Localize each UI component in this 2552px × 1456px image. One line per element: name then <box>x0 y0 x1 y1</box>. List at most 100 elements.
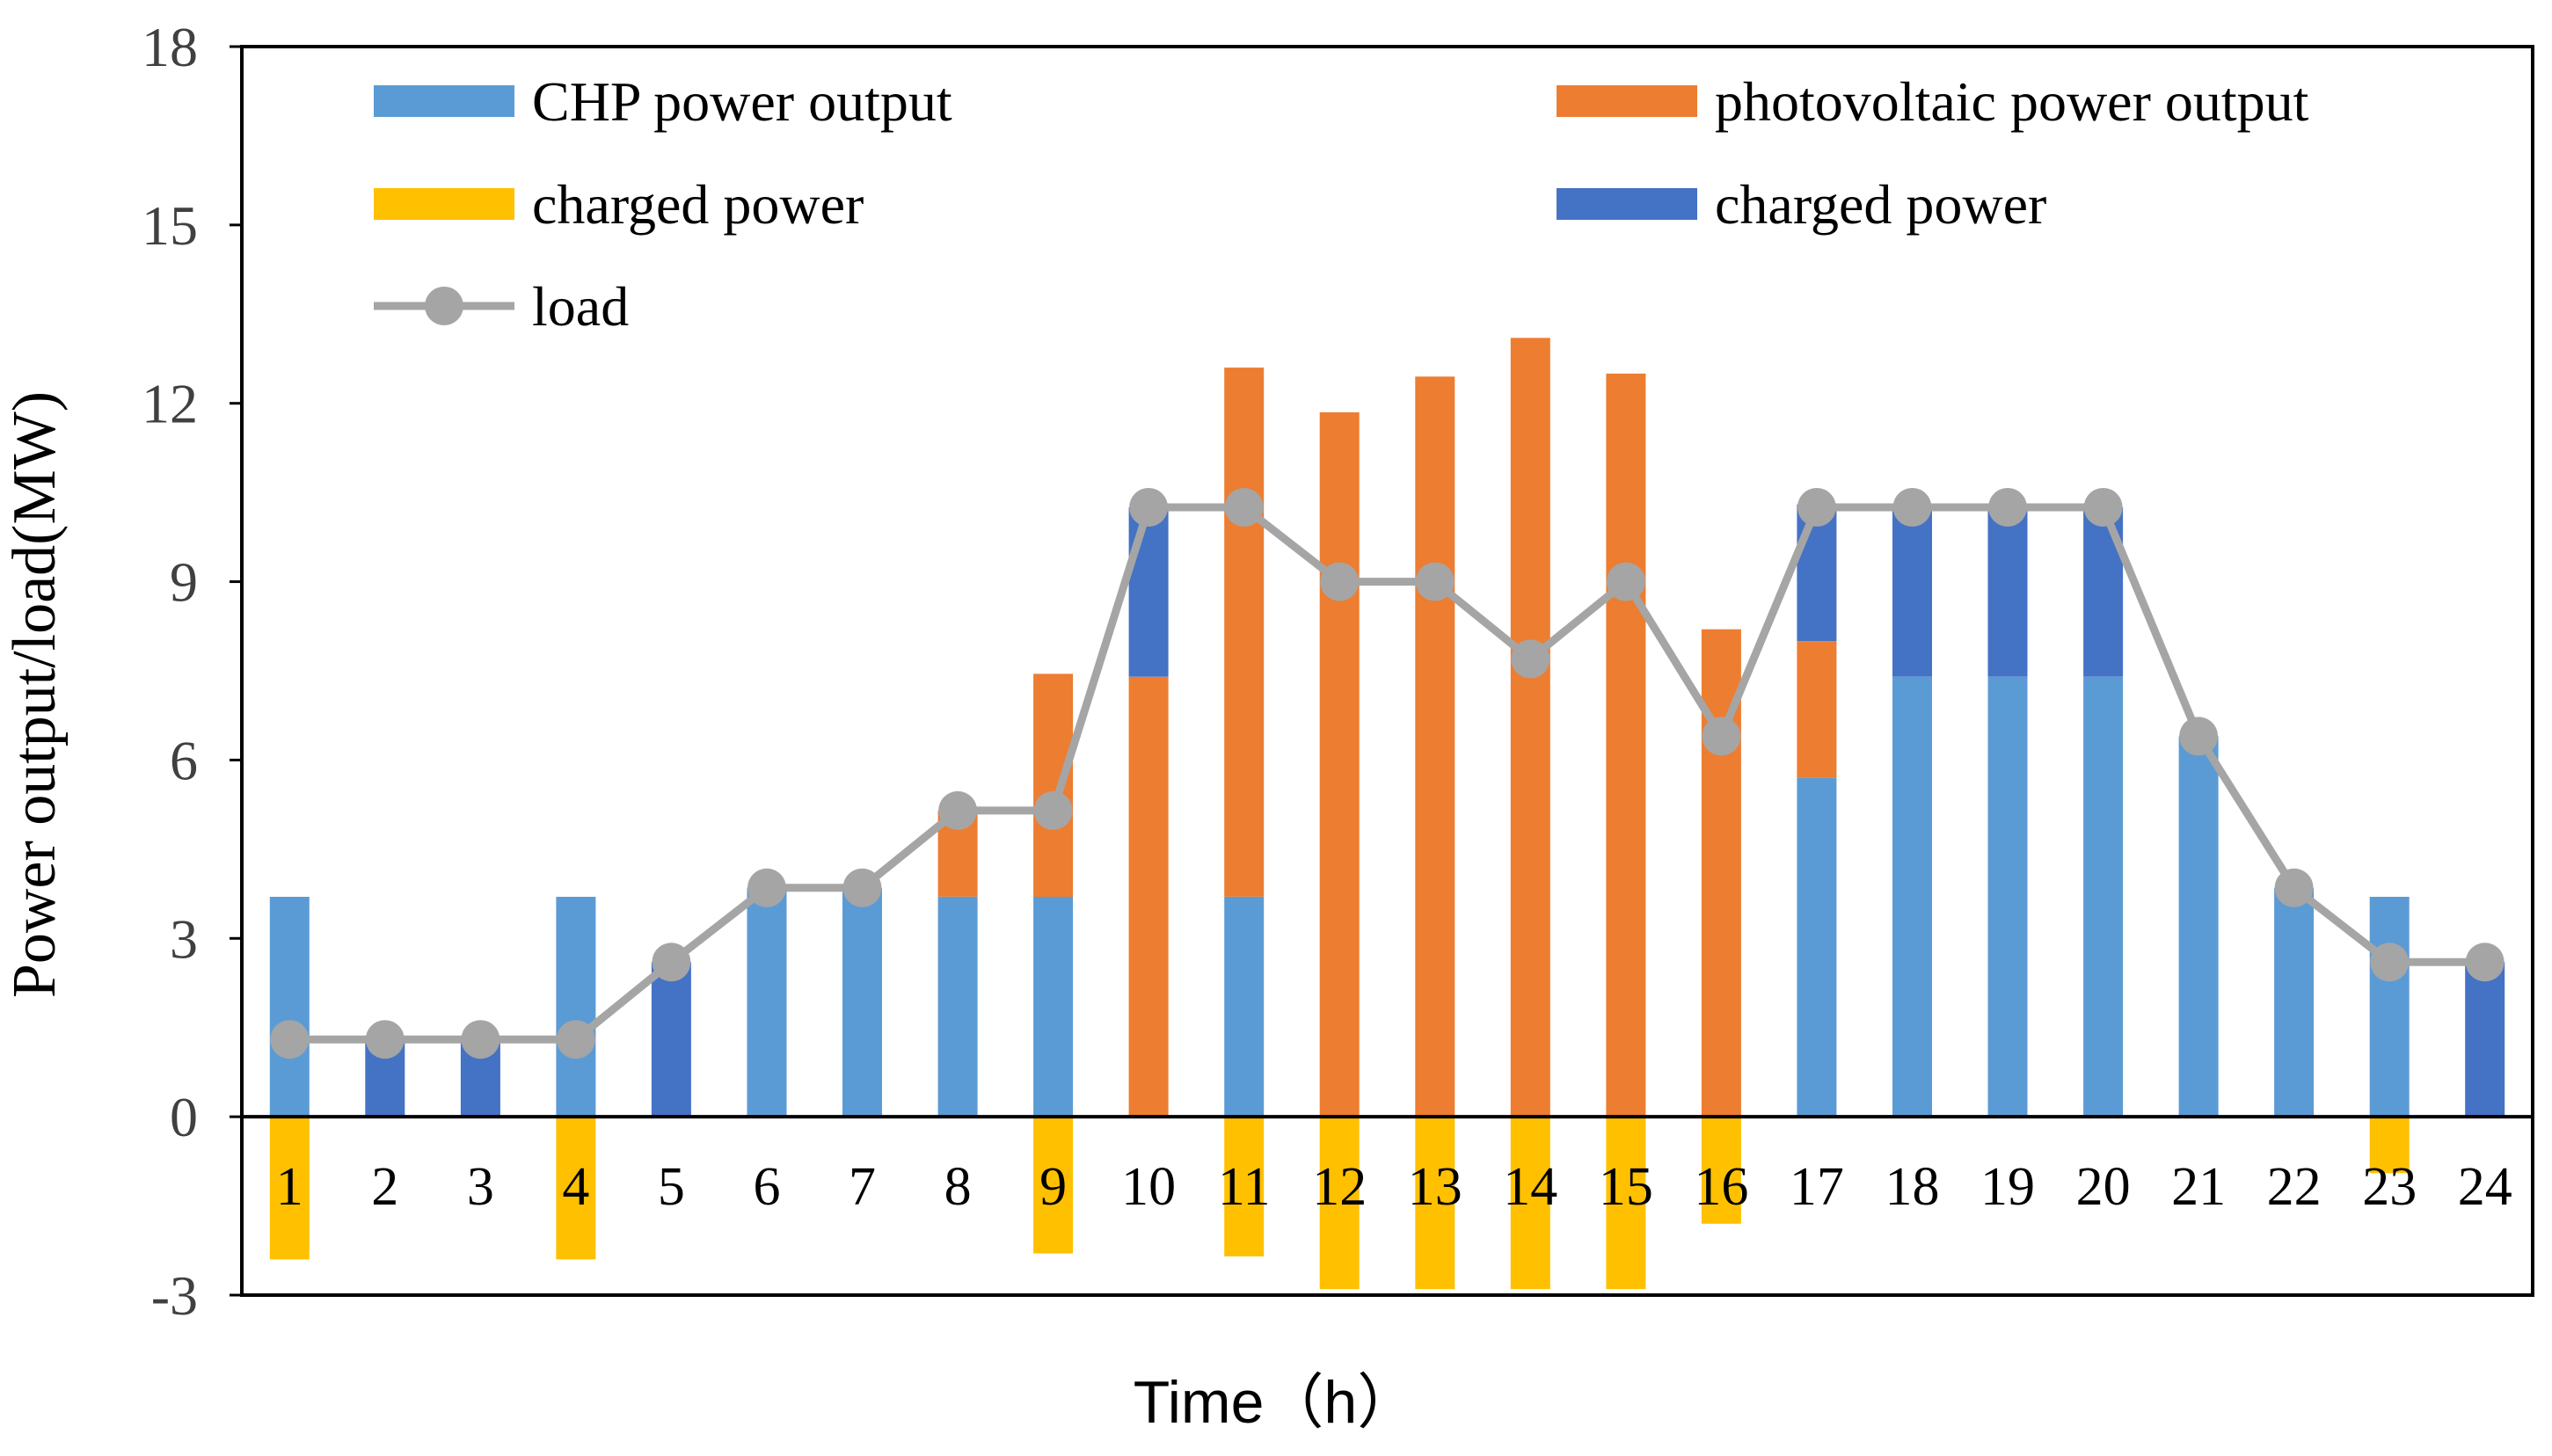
bar-3-h14 <box>1510 1117 1550 1290</box>
bar-3-h4 <box>556 1117 596 1260</box>
load-point-h9 <box>1033 790 1073 830</box>
x-tick-label: 19 <box>1980 1157 2035 1217</box>
x-tick-label: 20 <box>2076 1157 2131 1217</box>
load-point-h12 <box>1320 562 1360 601</box>
legend-entry: charged power <box>1557 173 2046 236</box>
bar-3-h1 <box>269 1117 310 1260</box>
load-point-h20 <box>2083 488 2123 527</box>
bar-2-h17 <box>1797 641 1837 778</box>
load-point-h15 <box>1606 562 1645 601</box>
bar-3-h23 <box>2369 1117 2410 1174</box>
y-axis-title: Power output/load(MW) <box>1 391 69 998</box>
x-tick-label: 2 <box>371 1157 398 1217</box>
load-point-h23 <box>2370 943 2410 982</box>
load-point-h3 <box>461 1020 500 1059</box>
y-tick-label: 12 <box>142 373 198 435</box>
legend-swatch <box>374 188 514 220</box>
bar-4-h24 <box>2465 962 2505 1117</box>
y-tick-label: -3 <box>151 1264 198 1327</box>
legend: CHP power output photovoltaic power outpu… <box>374 70 2309 338</box>
bar-1-h11 <box>1224 897 1265 1117</box>
legend-label: CHP power output <box>532 70 952 133</box>
x-axis-title: Time（h） <box>1134 1369 1417 1436</box>
legend-entry: load <box>374 275 629 338</box>
bar-1-h20 <box>2083 676 2124 1117</box>
x-tick-label: 18 <box>1885 1157 1940 1217</box>
x-tick-label: 6 <box>754 1157 781 1217</box>
load-point-h22 <box>2274 868 2314 907</box>
x-tick-label: 13 <box>1408 1157 1462 1217</box>
bar-2-h10 <box>1128 676 1169 1117</box>
load-point-h5 <box>652 943 691 982</box>
legend-swatch <box>1557 85 1697 117</box>
load-point-h21 <box>2179 717 2219 756</box>
bar-4-h5 <box>651 962 691 1117</box>
x-tick-label: 21 <box>2171 1157 2226 1217</box>
bar-1-h23 <box>2369 897 2410 1117</box>
x-tick-label: 17 <box>1790 1157 1844 1217</box>
x-tick-label: 23 <box>2362 1157 2417 1217</box>
bar-3-h12 <box>1319 1117 1360 1290</box>
bar-layer <box>269 338 2505 1290</box>
x-tick-label: 1 <box>276 1157 303 1217</box>
x-tick-layer: 1 2 3 4 5 6 7 8 9 10 11 12 13 14 15 16 17 18 19 20 21 22 23 24 <box>276 1157 2512 1217</box>
plot-frame-layer <box>240 45 2534 1297</box>
bar-1-h6 <box>747 887 787 1117</box>
bar-1-h8 <box>937 897 978 1117</box>
x-tick-label: 9 <box>1039 1157 1067 1217</box>
bar-2-h12 <box>1319 411 1360 1117</box>
x-tick-label: 15 <box>1599 1157 1653 1217</box>
legend-swatch <box>1557 188 1697 220</box>
bar-1-h21 <box>2178 736 2219 1117</box>
y-tick-label: 18 <box>142 16 198 78</box>
bar-1-h9 <box>1033 897 1074 1117</box>
bar-1-h17 <box>1797 777 1837 1117</box>
x-tick-label: 24 <box>2458 1157 2512 1217</box>
load-point-h13 <box>1415 562 1455 601</box>
legend-label: load <box>532 275 629 338</box>
bar-4-h10 <box>1128 507 1169 677</box>
bar-1-h7 <box>842 887 882 1117</box>
bar-2-h14 <box>1510 338 1550 1117</box>
load-point-h4 <box>556 1020 595 1059</box>
bar-4-h18 <box>1892 507 1932 677</box>
x-tick-label: 8 <box>944 1157 972 1217</box>
load-point-h19 <box>1988 488 2027 527</box>
y-tick-label: 6 <box>170 729 198 791</box>
y-tick-label: 0 <box>170 1086 198 1148</box>
legend-entry: CHP power output <box>374 70 952 133</box>
bar-1-h18 <box>1892 676 1932 1117</box>
x-tick-label: 7 <box>849 1157 876 1217</box>
legend-label: charged power <box>1715 173 2046 236</box>
load-point-h1 <box>270 1020 310 1059</box>
load-point-h6 <box>747 868 786 907</box>
x-tick-label: 5 <box>658 1157 685 1217</box>
y-tick-layer: -3 0 3 6 9 12 15 18 <box>142 16 242 1327</box>
load-line <box>289 503 2485 1044</box>
load-point-h2 <box>365 1020 405 1059</box>
legend-entry: photovoltaic power output <box>1557 70 2309 133</box>
x-tick-label: 22 <box>2267 1157 2322 1217</box>
legend-label: charged power <box>532 173 864 236</box>
plot-frame <box>240 45 2534 1297</box>
x-tick-label: 16 <box>1694 1157 1748 1217</box>
bar-2-h11 <box>1224 368 1265 897</box>
load-point-h17 <box>1797 488 1836 527</box>
bar-3-h16 <box>1701 1117 1741 1224</box>
y-tick-label: 3 <box>170 907 198 970</box>
bar-1-h22 <box>2274 887 2315 1117</box>
bar-2-h13 <box>1415 376 1455 1117</box>
y-tick-label: 9 <box>170 551 198 614</box>
bar-3-h11 <box>1224 1117 1265 1256</box>
bar-4-h19 <box>1987 507 2028 677</box>
load-point-h11 <box>1224 488 1264 527</box>
load-point-h16 <box>1702 717 1741 756</box>
bar-4-h17 <box>1797 504 1837 642</box>
x-tick-label: 4 <box>562 1157 589 1217</box>
bar-1-h4 <box>556 897 596 1117</box>
load-point-h8 <box>938 790 978 830</box>
x-tick-label: 11 <box>1218 1157 1271 1217</box>
